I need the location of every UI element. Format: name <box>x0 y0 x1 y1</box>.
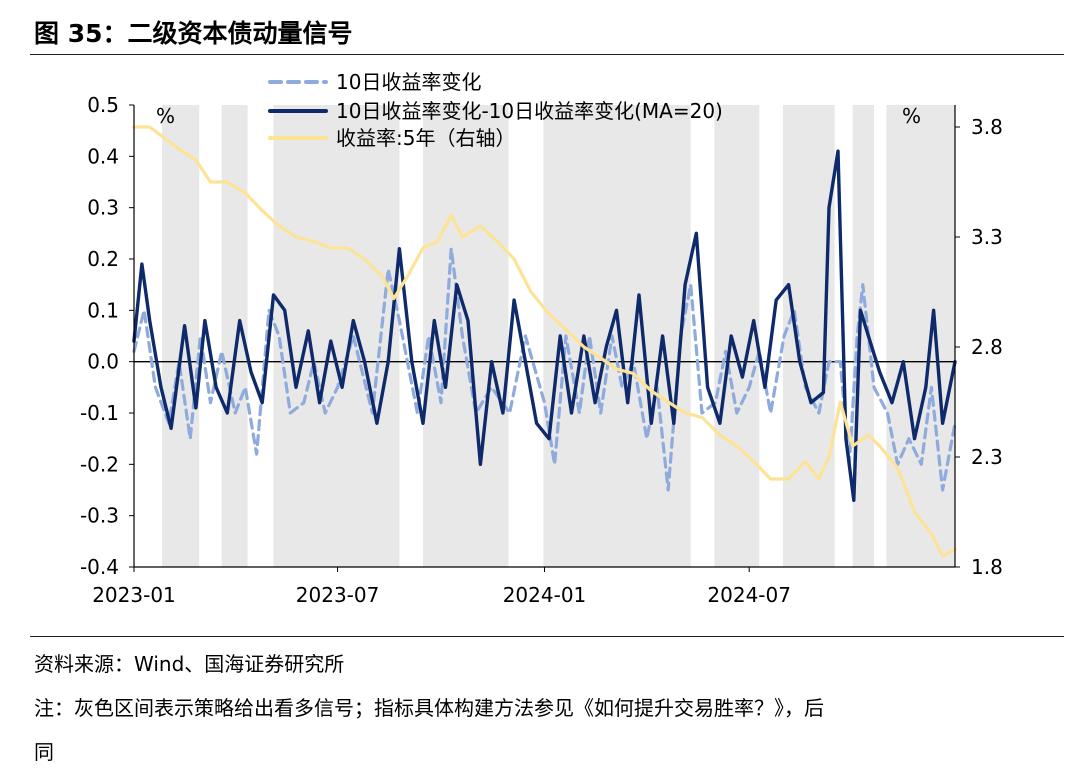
left-tick-label: -0.1 <box>80 401 119 425</box>
legend: 10日收益率变化 10日收益率变化-10日收益率变化(MA=20) 收益率:5年（右… <box>268 70 723 150</box>
left-tick-label: 0.3 <box>87 196 119 220</box>
signal-band <box>714 105 760 567</box>
figure-title: 图 35：二级资本债动量信号 <box>34 19 353 48</box>
left-tick-label: 0.0 <box>87 350 119 374</box>
footnote: 注：灰色区间表示策略给出看多信号；指标具体构建方法参见《如何提升交易胜率？》，后 <box>34 696 824 720</box>
axes: 0.5 0.4 0.3 0.2 0.1 0.0 -0.1 -0.2 -0.3 -0.4 3.8 3.3… <box>80 93 1003 607</box>
x-tick-label: 2023-07 <box>296 583 380 607</box>
legend-label: 收益率:5年（右轴） <box>336 126 515 150</box>
x-tick-label: 2024-07 <box>707 583 791 607</box>
x-tick-label: 2024-01 <box>503 583 587 607</box>
signal-band <box>162 105 200 567</box>
signal-band <box>852 105 875 567</box>
series-lines <box>132 125 957 558</box>
left-unit-label: % <box>156 104 175 128</box>
left-tick-label: -0.3 <box>80 504 119 528</box>
source-note: 资料来源：Wind、国海证券研究所 <box>34 652 345 676</box>
left-tick-label: -0.4 <box>80 555 119 579</box>
series-line <box>132 125 957 558</box>
title-rule <box>30 54 1064 55</box>
x-tick-label: 2023-01 <box>92 583 176 607</box>
left-tick-label: 0.2 <box>87 247 119 271</box>
legend-label: 10日收益率变化-10日收益率变化(MA=20) <box>336 99 723 123</box>
right-tick-label: 2.8 <box>971 335 1003 359</box>
right-tick-label: 2.3 <box>971 445 1003 469</box>
series-line <box>132 149 957 502</box>
left-tick-label: 0.4 <box>87 144 119 168</box>
signal-band <box>273 105 400 567</box>
footnote-continued: 同 <box>34 740 54 764</box>
right-unit-label: % <box>902 104 921 128</box>
legend-label: 10日收益率变化 <box>336 70 481 94</box>
signal-band <box>543 105 691 567</box>
left-tick-label: 0.5 <box>87 93 119 117</box>
right-tick-label: 3.3 <box>971 225 1003 249</box>
right-tick-label: 3.8 <box>971 115 1003 139</box>
left-tick-label: -0.2 <box>80 452 119 476</box>
right-tick-label: 1.8 <box>971 555 1003 579</box>
signal-band <box>782 105 835 567</box>
source-rule <box>30 636 1064 637</box>
left-tick-label: 0.1 <box>87 298 119 322</box>
signal-band <box>886 105 955 567</box>
chart: 0.5 0.4 0.3 0.2 0.1 0.0 -0.1 -0.2 -0.3 -0.4 3.8 3.3… <box>80 70 1003 607</box>
